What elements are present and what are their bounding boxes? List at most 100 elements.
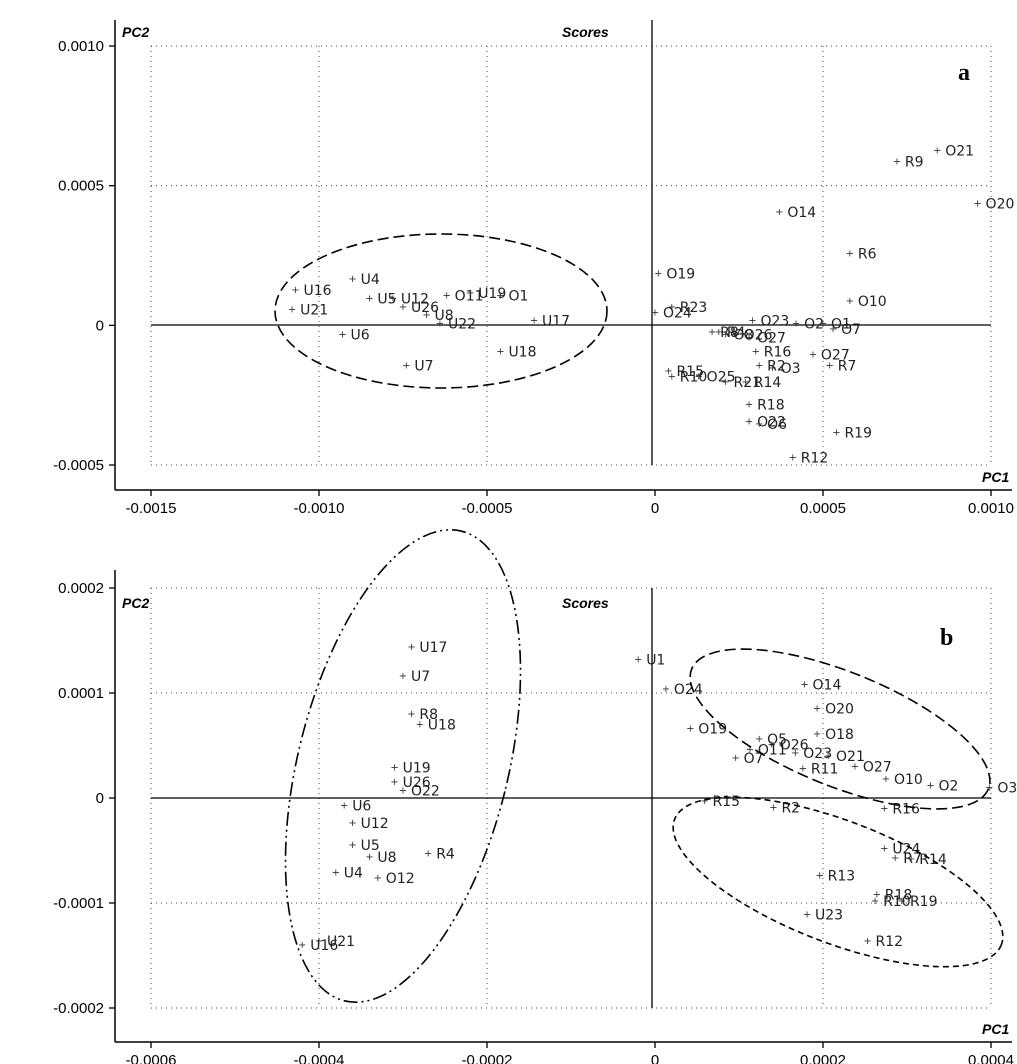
panel-b-point-label: U21 bbox=[327, 934, 355, 950]
panel-b-point-label: O5 bbox=[767, 732, 787, 748]
panel-b-point-label: R11 bbox=[811, 762, 839, 778]
panel-a-point-marker: + bbox=[436, 319, 444, 330]
panel-b-point-marker: + bbox=[298, 940, 306, 951]
panel-a-point-label: O3 bbox=[781, 361, 801, 377]
panel-b-x-tick-label-5: 0.0004 bbox=[968, 1052, 1014, 1064]
panel-a-point-marker: + bbox=[829, 324, 837, 335]
panel-b-point-marker: + bbox=[813, 729, 821, 740]
panel-a-x-tick-label-1: -0.0010 bbox=[294, 500, 345, 517]
panel-a-point-label: O19 bbox=[666, 266, 695, 282]
panel-a-grid bbox=[150, 45, 992, 466]
panel-a-point-label: U5 bbox=[377, 291, 396, 307]
panel-b-point-label: U16 bbox=[310, 938, 338, 954]
panel-b-r-cluster-ellipse bbox=[672, 796, 1004, 968]
panel-b-title: Scores bbox=[562, 595, 609, 611]
panel-b-point-label: O19 bbox=[698, 722, 727, 738]
panel-a-point-label: O14 bbox=[787, 205, 816, 221]
panel-a-point-label: R15 bbox=[676, 364, 704, 380]
panel-a-ticks: -0.0015 -0.0010 -0.0005 0 0.0005 0.0010 0.0010… bbox=[53, 38, 1014, 517]
panel-b-point-marker: + bbox=[662, 684, 670, 695]
panel-b-x-tick-label-4: 0.0002 bbox=[800, 1052, 846, 1064]
panel-b-point-marker: + bbox=[851, 761, 859, 772]
panel-b-y-tick-label-3: -0.0001 bbox=[53, 895, 104, 912]
panel-a-point-marker: + bbox=[402, 360, 410, 371]
panel-a-point-marker: + bbox=[819, 319, 827, 330]
panel-b-point-marker: + bbox=[880, 843, 888, 854]
panel-a-point-marker: + bbox=[745, 400, 753, 411]
panel-b-point-marker: + bbox=[803, 910, 811, 921]
panel-a-point-marker: + bbox=[826, 360, 834, 371]
scores-panel-a: PC2 Scores PC1 a -0.0015 -0.0010 -0.0005 0 0… bbox=[53, 20, 1014, 517]
panel-a-point-marker: + bbox=[668, 302, 676, 313]
panel-a-title: Scores bbox=[562, 24, 609, 40]
panel-b-point-marker: + bbox=[686, 724, 694, 735]
panel-b-point-label: O27 bbox=[863, 759, 892, 775]
panel-a-point-label: O2 bbox=[804, 317, 824, 333]
panel-b-x-tick-label-0: -0.0006 bbox=[126, 1052, 177, 1064]
panel-a-point-label: R18 bbox=[757, 398, 785, 414]
panel-b-point-marker: + bbox=[407, 642, 415, 653]
panel-a-point-label: U18 bbox=[508, 344, 536, 360]
panel-b-point-label: U26 bbox=[403, 775, 431, 791]
panel-a-point-label: O7 bbox=[841, 322, 861, 338]
panel-a-point-marker: + bbox=[708, 327, 716, 338]
panel-b-point-marker: + bbox=[813, 704, 821, 715]
panel-a-point-marker: + bbox=[755, 360, 763, 371]
panel-a-point-marker: + bbox=[389, 293, 397, 304]
panel-b-point-label: U17 bbox=[419, 640, 447, 656]
panel-b-point-marker: + bbox=[348, 840, 356, 851]
panel-a-point-label: U19 bbox=[478, 286, 506, 302]
panel-b-point-marker: + bbox=[898, 896, 906, 907]
panel-a-point-label: O26 bbox=[744, 328, 773, 344]
panel-a-point-marker: + bbox=[846, 249, 854, 260]
panel-a-point-marker: + bbox=[731, 330, 739, 341]
panel-b-point-label: R16 bbox=[892, 801, 920, 817]
panel-a-point-label: U26 bbox=[411, 300, 439, 316]
panel-a-point-label: O10 bbox=[858, 294, 887, 310]
panel-b-point-label: U23 bbox=[815, 908, 843, 924]
panel-a-point-label: O21 bbox=[945, 143, 974, 159]
panel-b-point-marker: + bbox=[634, 654, 642, 665]
panel-b-point-label: R15 bbox=[713, 794, 741, 810]
panel-a-point-marker: + bbox=[651, 307, 659, 318]
panel-a-point-marker: + bbox=[422, 310, 430, 321]
panel-a-point-label: U6 bbox=[351, 328, 370, 344]
panel-a-point-label: U22 bbox=[448, 317, 476, 333]
panel-a-point-marker: + bbox=[496, 346, 504, 357]
panel-a-point-label: U4 bbox=[361, 272, 380, 288]
panel-b-x-tick-label-1: -0.0004 bbox=[294, 1052, 345, 1064]
panel-b-point-marker: + bbox=[985, 782, 993, 793]
panel-b-point-marker: + bbox=[374, 873, 382, 884]
panel-b-point-marker: + bbox=[891, 853, 899, 864]
panel-b-point-marker: + bbox=[863, 936, 871, 947]
panel-a-point-label: U12 bbox=[401, 291, 429, 307]
panel-a-point-label: O20 bbox=[986, 196, 1015, 212]
panel-a-point-marker: + bbox=[442, 291, 450, 302]
panel-b-y-tick-label-1: 0.0001 bbox=[58, 685, 104, 702]
panel-b-point-label: U4 bbox=[344, 866, 363, 882]
panel-a-y-axis-label: PC2 bbox=[122, 24, 149, 40]
panel-b-point-label: R12 bbox=[876, 934, 904, 950]
panel-b-point-marker: + bbox=[926, 780, 934, 791]
panel-a-point-marker: + bbox=[809, 349, 817, 360]
panel-a-point-marker: + bbox=[694, 372, 702, 383]
panel-b-points: + U17 + U7 + R8 + U18 + U19 + U26 + O22 + U6 + U12 + U5 + U8 +… bbox=[298, 640, 1017, 954]
panel-b-point-label: U6 bbox=[352, 798, 371, 814]
panel-b-point-label: O14 bbox=[813, 678, 842, 694]
panel-a-point-label: O27 bbox=[757, 331, 786, 347]
panel-b-y-axis-label: PC2 bbox=[122, 595, 149, 611]
panel-b-x-axis-label: PC1 bbox=[982, 1021, 1009, 1037]
panel-a-x-tick-label-5: 0.0010 bbox=[968, 500, 1014, 517]
panel-b-point-marker: + bbox=[768, 739, 776, 750]
panel-b-u-cluster-ellipse bbox=[284, 529, 522, 1003]
panel-b-point-marker: + bbox=[348, 818, 356, 829]
panel-b-point-label: O24 bbox=[674, 682, 703, 698]
panel-b-point-marker: + bbox=[769, 802, 777, 813]
panel-a-point-marker: + bbox=[348, 274, 356, 285]
panel-b-point-label: R7 bbox=[903, 851, 922, 867]
panel-a-point-marker: + bbox=[893, 157, 901, 168]
panel-a-point-label: R2 bbox=[767, 358, 786, 374]
panel-a-point-label: R4 bbox=[727, 325, 746, 341]
panel-b-point-label: U8 bbox=[377, 850, 396, 866]
panel-a-point-marker: + bbox=[668, 372, 676, 383]
